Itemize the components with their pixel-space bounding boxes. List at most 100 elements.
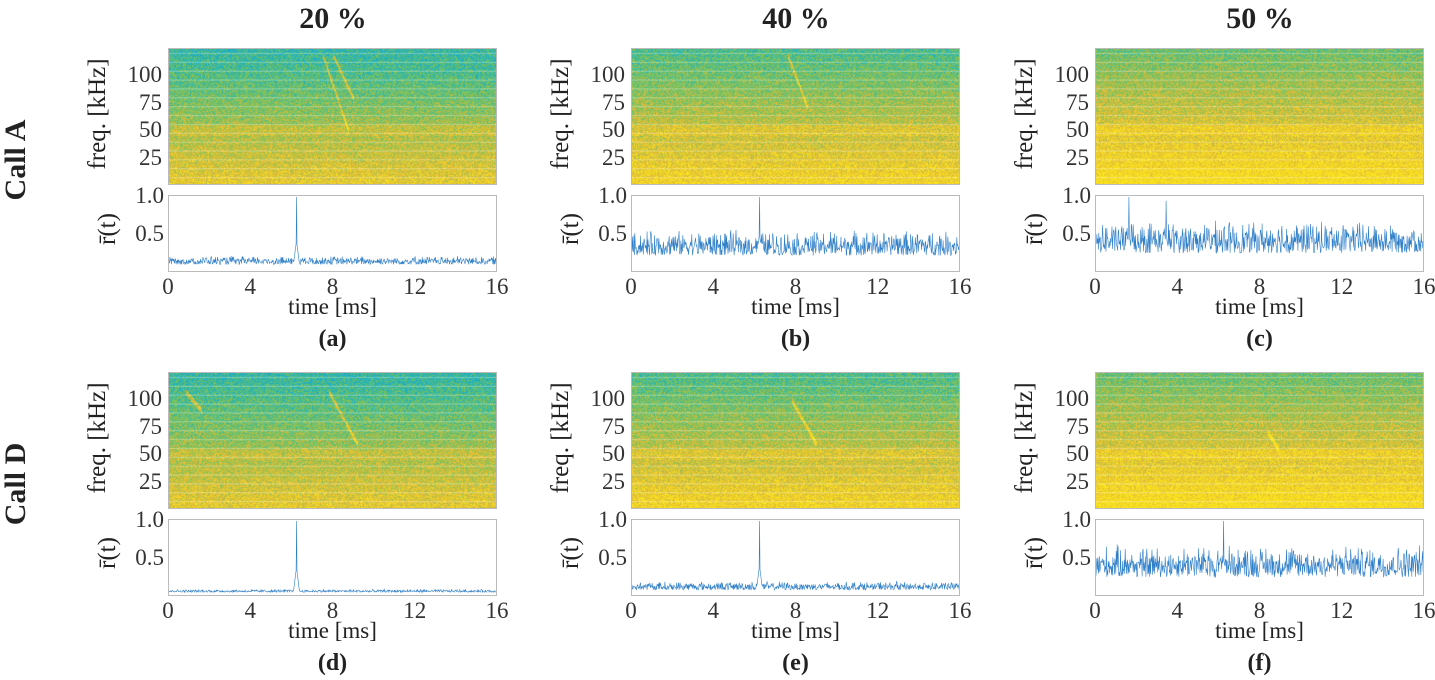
r-tick-label: 1.0 bbox=[598, 507, 627, 532]
time-tick-label: 16 bbox=[1412, 274, 1435, 299]
time-tick-label: 16 bbox=[948, 598, 972, 623]
time-axis-label: time [ms] bbox=[751, 294, 840, 319]
panel-caption: (d) bbox=[317, 650, 348, 676]
r-tick-label: 0.5 bbox=[135, 220, 164, 246]
freq-tick-label: 75 bbox=[602, 89, 625, 115]
freq-axis-label: freq. [kHz] bbox=[547, 382, 574, 494]
freq-tick-label: 50 bbox=[139, 441, 162, 467]
time-tick-label: 4 bbox=[707, 274, 720, 299]
freq-tick-label: 75 bbox=[1066, 89, 1089, 115]
r-bar-series bbox=[1096, 196, 1423, 254]
freq-tick-label: 100 bbox=[590, 386, 626, 412]
freq-tick-label: 75 bbox=[1066, 413, 1089, 439]
time-tick-label: 0 bbox=[1089, 598, 1101, 623]
time-tick-label: 16 bbox=[1412, 598, 1435, 623]
r-bar-series bbox=[632, 196, 959, 257]
column-title: 20 % bbox=[299, 2, 367, 35]
freq-tick-label: 75 bbox=[602, 413, 625, 439]
r-tick-label: 0.5 bbox=[1062, 220, 1091, 246]
time-tick-label: 12 bbox=[1330, 598, 1354, 623]
time-tick-label: 0 bbox=[1089, 274, 1101, 299]
freq-axis-label: freq. [kHz] bbox=[547, 58, 574, 170]
freq-tick-label: 25 bbox=[139, 468, 162, 494]
r-tick-label: 0.5 bbox=[1062, 544, 1091, 570]
time-tick-label: 8 bbox=[1253, 598, 1266, 623]
r-tick-label: 1.0 bbox=[1062, 183, 1091, 208]
row-label: Call A bbox=[0, 119, 32, 201]
time-tick-label: 0 bbox=[162, 274, 174, 299]
freq-tick-label: 25 bbox=[1066, 468, 1089, 494]
freq-tick-label: 50 bbox=[1066, 117, 1089, 143]
freq-axis-label: freq. [kHz] bbox=[1011, 58, 1038, 170]
line-plot-panel bbox=[1095, 195, 1424, 272]
time-tick-label: 12 bbox=[403, 274, 427, 299]
r-axis-label: r̄(t) bbox=[94, 213, 121, 245]
time-tick-label: 0 bbox=[625, 598, 637, 623]
freq-tick-label: 25 bbox=[139, 144, 162, 170]
time-tick-label: 8 bbox=[326, 598, 339, 623]
line-plot-panel bbox=[631, 519, 960, 596]
freq-tick-label: 100 bbox=[1054, 62, 1090, 88]
r-tick-label: 0.5 bbox=[135, 544, 164, 570]
r-tick-label: 1.0 bbox=[598, 183, 627, 208]
time-tick-label: 16 bbox=[485, 274, 509, 299]
spectrogram-panel bbox=[1095, 48, 1424, 185]
time-axis-label: time [ms] bbox=[288, 618, 377, 643]
r-bar-series bbox=[169, 520, 496, 594]
freq-tick-label: 100 bbox=[590, 62, 626, 88]
r-tick-label: 1.0 bbox=[135, 507, 164, 532]
time-tick-label: 8 bbox=[1253, 274, 1266, 299]
r-axis-label: r̄(t) bbox=[557, 213, 584, 245]
time-tick-label: 0 bbox=[625, 274, 637, 299]
freq-tick-label: 50 bbox=[602, 117, 625, 143]
spectrogram-panel bbox=[168, 48, 497, 185]
time-tick-label: 12 bbox=[403, 598, 427, 623]
spectrogram-panel bbox=[631, 372, 960, 509]
time-tick-label: 4 bbox=[707, 598, 720, 623]
row-label: Call D bbox=[0, 442, 32, 526]
spectrogram-panel bbox=[631, 48, 960, 185]
panel-caption: (c) bbox=[1246, 326, 1273, 352]
spectrogram-panel bbox=[1095, 372, 1424, 509]
time-tick-label: 12 bbox=[1330, 274, 1354, 299]
freq-tick-label: 50 bbox=[139, 117, 162, 143]
r-tick-label: 1.0 bbox=[135, 183, 164, 208]
freq-tick-label: 75 bbox=[139, 413, 162, 439]
column-title: 40 % bbox=[762, 2, 830, 35]
time-tick-label: 4 bbox=[244, 598, 257, 623]
spectrogram-panel bbox=[168, 372, 497, 509]
r-axis-label: r̄(t) bbox=[1021, 213, 1048, 245]
freq-axis-label: freq. [kHz] bbox=[84, 58, 111, 170]
time-tick-label: 12 bbox=[866, 598, 890, 623]
r-bar-series bbox=[632, 520, 959, 592]
freq-tick-label: 25 bbox=[1066, 144, 1089, 170]
time-axis-label: time [ms] bbox=[751, 618, 840, 643]
panel-caption: (f) bbox=[1247, 650, 1272, 676]
time-tick-label: 8 bbox=[789, 274, 802, 299]
r-tick-label: 1.0 bbox=[1062, 507, 1091, 532]
freq-axis-label: freq. [kHz] bbox=[84, 382, 111, 494]
time-tick-label: 8 bbox=[326, 274, 339, 299]
time-tick-label: 0 bbox=[162, 598, 174, 623]
time-tick-label: 8 bbox=[789, 598, 802, 623]
r-axis-label: r̄(t) bbox=[1021, 537, 1048, 569]
time-tick-label: 4 bbox=[244, 274, 257, 299]
freq-tick-label: 100 bbox=[127, 386, 163, 412]
time-tick-label: 16 bbox=[485, 598, 509, 623]
freq-axis-label: freq. [kHz] bbox=[1011, 382, 1038, 494]
r-axis-label: r̄(t) bbox=[557, 537, 584, 569]
r-tick-label: 0.5 bbox=[598, 220, 627, 246]
time-tick-label: 4 bbox=[1171, 598, 1184, 623]
line-plot-panel bbox=[168, 195, 497, 272]
freq-tick-label: 100 bbox=[1054, 386, 1090, 412]
time-axis-label: time [ms] bbox=[1215, 294, 1304, 319]
time-tick-label: 4 bbox=[1171, 274, 1184, 299]
time-axis-label: time [ms] bbox=[288, 294, 377, 319]
freq-tick-label: 75 bbox=[139, 89, 162, 115]
panel-caption: (e) bbox=[782, 650, 809, 676]
freq-tick-label: 50 bbox=[1066, 441, 1089, 467]
freq-tick-label: 50 bbox=[602, 441, 625, 467]
line-plot-panel bbox=[1095, 519, 1424, 596]
r-bar-series bbox=[169, 196, 496, 266]
time-tick-label: 12 bbox=[866, 274, 890, 299]
